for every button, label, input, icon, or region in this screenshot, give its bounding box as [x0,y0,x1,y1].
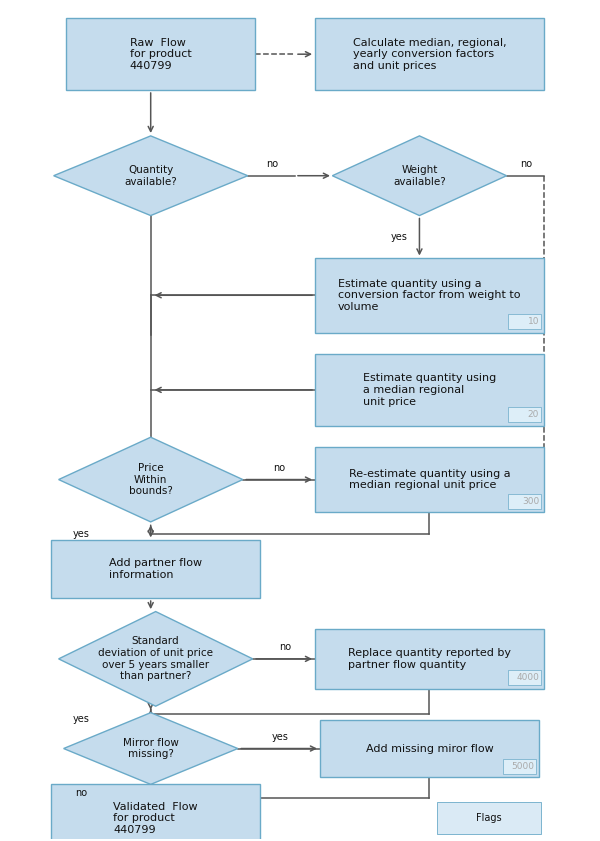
FancyBboxPatch shape [508,407,541,422]
Text: no: no [279,642,291,652]
FancyBboxPatch shape [315,447,544,512]
Text: Validated  Flow
for product
440799: Validated Flow for product 440799 [113,801,198,835]
FancyBboxPatch shape [503,759,536,774]
Text: 20: 20 [528,410,539,420]
FancyBboxPatch shape [508,670,541,685]
Text: no: no [520,159,532,169]
Text: Calculate median, regional,
yearly conversion factors
and unit prices: Calculate median, regional, yearly conve… [353,38,506,71]
FancyBboxPatch shape [508,315,541,330]
FancyBboxPatch shape [66,19,255,90]
Text: yes: yes [73,714,89,723]
FancyBboxPatch shape [315,354,544,426]
Text: Mirror flow
missing?: Mirror flow missing? [123,738,179,759]
FancyBboxPatch shape [437,802,541,834]
Text: Replace quantity reported by
partner flow quantity: Replace quantity reported by partner flo… [348,648,511,669]
Text: Standard
deviation of unit price
over 5 years smaller
than partner?: Standard deviation of unit price over 5 … [98,637,213,681]
Text: Flags: Flags [476,813,502,823]
Text: no: no [266,159,278,169]
FancyBboxPatch shape [315,629,544,689]
Text: 300: 300 [522,496,539,505]
FancyBboxPatch shape [508,494,541,509]
Text: Quantity
available?: Quantity available? [124,165,177,187]
Text: 10: 10 [527,317,539,326]
Polygon shape [64,712,238,785]
Text: Estimate quantity using a
conversion factor from weight to
volume: Estimate quantity using a conversion fac… [338,278,521,312]
Text: yes: yes [73,529,89,539]
FancyBboxPatch shape [51,785,260,841]
FancyBboxPatch shape [51,540,260,598]
Text: Add missing miror flow: Add missing miror flow [365,743,493,754]
Text: Re-estimate quantity using a
median regional unit price: Re-estimate quantity using a median regi… [349,468,510,490]
Text: Price
Within
bounds?: Price Within bounds? [129,463,173,496]
Text: Add partner flow
information: Add partner flow information [109,558,202,580]
Text: 4000: 4000 [516,674,539,682]
FancyBboxPatch shape [315,19,544,90]
Polygon shape [53,136,248,215]
Text: no: no [273,463,285,473]
Text: Weight
available?: Weight available? [393,165,446,187]
Text: 5000: 5000 [511,762,534,771]
FancyBboxPatch shape [315,258,544,333]
Text: no: no [75,788,87,798]
FancyBboxPatch shape [320,720,539,777]
Text: Estimate quantity using
a median regional
unit price: Estimate quantity using a median regiona… [363,373,496,406]
Text: yes: yes [391,232,408,242]
Polygon shape [59,611,253,706]
Text: yes: yes [272,732,289,742]
Text: Raw  Flow
for product
440799: Raw Flow for product 440799 [130,38,191,71]
Polygon shape [332,136,506,215]
Polygon shape [59,437,243,522]
